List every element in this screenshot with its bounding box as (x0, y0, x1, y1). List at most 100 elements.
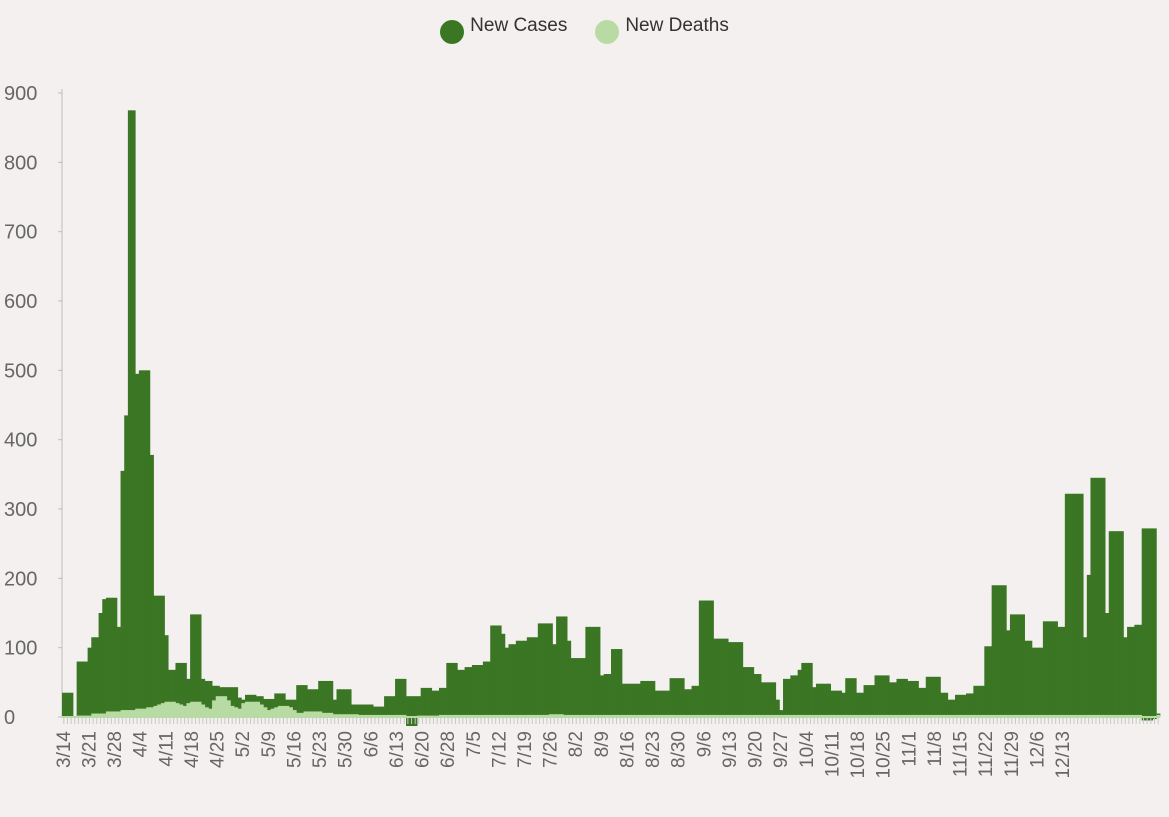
deaths-bar[interactable] (753, 714, 758, 717)
cases-bar[interactable] (1013, 614, 1018, 717)
deaths-bar[interactable] (600, 714, 605, 717)
deaths-bar[interactable] (687, 714, 692, 717)
cases-bar[interactable] (977, 685, 982, 717)
deaths-bar[interactable] (204, 707, 209, 717)
deaths-bar[interactable] (263, 707, 268, 717)
deaths-bar[interactable] (523, 714, 528, 717)
cases-bar[interactable] (618, 649, 623, 717)
deaths-bar[interactable] (340, 714, 345, 717)
deaths-bar[interactable] (812, 714, 817, 717)
cases-bar[interactable] (984, 646, 989, 717)
deaths-bar[interactable] (702, 714, 707, 717)
deaths-bar[interactable] (790, 714, 795, 717)
cases-bar[interactable] (991, 585, 996, 717)
cases-bar[interactable] (757, 674, 762, 717)
cases-bar[interactable] (881, 675, 886, 717)
cases-bar[interactable] (1141, 528, 1146, 717)
deaths-bar[interactable] (684, 714, 689, 717)
deaths-bar[interactable] (786, 714, 791, 717)
cases-bar[interactable] (449, 662, 455, 717)
deaths-bar[interactable] (457, 714, 462, 717)
deaths-bar[interactable] (746, 714, 751, 717)
cases-bar[interactable] (336, 689, 341, 717)
deaths-bar[interactable] (1105, 714, 1110, 717)
deaths-bar[interactable] (984, 714, 989, 717)
cases-bar[interactable] (1068, 493, 1073, 717)
deaths-bar[interactable] (369, 714, 374, 717)
deaths-bar[interactable] (515, 714, 520, 717)
deaths-bar[interactable] (991, 714, 996, 717)
deaths-bar[interactable] (775, 714, 780, 717)
cases-bar[interactable] (911, 680, 916, 717)
cases-bar[interactable] (969, 693, 974, 717)
cases-bar[interactable] (131, 110, 136, 717)
cases-bar[interactable] (1097, 477, 1102, 717)
deaths-bar[interactable] (512, 714, 517, 717)
deaths-bar[interactable] (995, 714, 1000, 717)
deaths-bar[interactable] (266, 710, 272, 717)
deaths-bar[interactable] (384, 714, 389, 717)
cases-bar[interactable] (493, 625, 498, 717)
deaths-bar[interactable] (504, 714, 509, 717)
deaths-bar[interactable] (841, 714, 846, 717)
deaths-bar[interactable] (318, 711, 323, 717)
deaths-bar[interactable] (160, 703, 165, 717)
deaths-bar[interactable] (1013, 714, 1018, 717)
deaths-bar[interactable] (534, 714, 539, 717)
deaths-bar[interactable] (578, 714, 583, 717)
cases-bar[interactable] (845, 678, 850, 717)
deaths-bar[interactable] (197, 701, 202, 717)
cases-bar[interactable] (775, 699, 780, 717)
deaths-bar[interactable] (120, 710, 125, 717)
deaths-bar[interactable] (1050, 714, 1055, 717)
deaths-bar[interactable] (768, 714, 773, 717)
deaths-bar[interactable] (929, 714, 934, 717)
deaths-bar[interactable] (709, 714, 714, 717)
cases-bar[interactable] (307, 689, 312, 717)
cases-bar[interactable] (1152, 528, 1157, 717)
deaths-bar[interactable] (585, 714, 590, 717)
deaths-bar[interactable] (881, 714, 886, 717)
cases-bar[interactable] (347, 689, 352, 717)
cases-bar[interactable] (171, 669, 176, 717)
cases-bar[interactable] (1002, 585, 1007, 717)
cases-bar[interactable] (1086, 574, 1091, 717)
cases-bar[interactable] (673, 678, 678, 717)
cases-bar[interactable] (790, 675, 795, 717)
deaths-bar[interactable] (1057, 714, 1062, 717)
deaths-bar[interactable] (1097, 714, 1102, 717)
deaths-bar[interactable] (867, 714, 872, 717)
deaths-bar[interactable] (351, 714, 356, 717)
deaths-bar[interactable] (376, 714, 381, 717)
cases-bar[interactable] (124, 415, 129, 717)
cases-bar[interactable] (966, 693, 971, 717)
deaths-bar[interactable] (164, 701, 169, 717)
cases-bar[interactable] (1116, 531, 1121, 717)
cases-bar[interactable] (731, 642, 736, 717)
cases-bar[interactable] (903, 678, 908, 717)
deaths-bar[interactable] (336, 714, 341, 717)
deaths-bar[interactable] (1020, 714, 1025, 717)
cases-bar[interactable] (157, 595, 162, 717)
deaths-bar[interactable] (922, 714, 927, 717)
cases-bar[interactable] (848, 678, 853, 717)
deaths-bar[interactable] (208, 708, 213, 717)
deaths-bar[interactable] (936, 714, 941, 717)
deaths-bar[interactable] (358, 714, 363, 717)
cases-bar[interactable] (585, 626, 590, 717)
cases-bar[interactable] (453, 662, 458, 717)
deaths-bar[interactable] (475, 714, 480, 717)
deaths-bar[interactable] (863, 714, 868, 717)
cases-bar[interactable] (314, 689, 319, 717)
cases-bar[interactable] (1090, 477, 1095, 717)
deaths-bar[interactable] (219, 696, 224, 717)
deaths-bar[interactable] (116, 711, 121, 717)
cases-bar[interactable] (801, 662, 806, 717)
deaths-bar[interactable] (1156, 714, 1161, 717)
cases-bar[interactable] (874, 675, 879, 717)
deaths-bar[interactable] (750, 714, 755, 717)
cases-bar[interactable] (530, 637, 535, 717)
cases-bar[interactable] (1083, 637, 1088, 717)
deaths-bar[interactable] (442, 714, 447, 717)
deaths-bar[interactable] (739, 714, 744, 717)
